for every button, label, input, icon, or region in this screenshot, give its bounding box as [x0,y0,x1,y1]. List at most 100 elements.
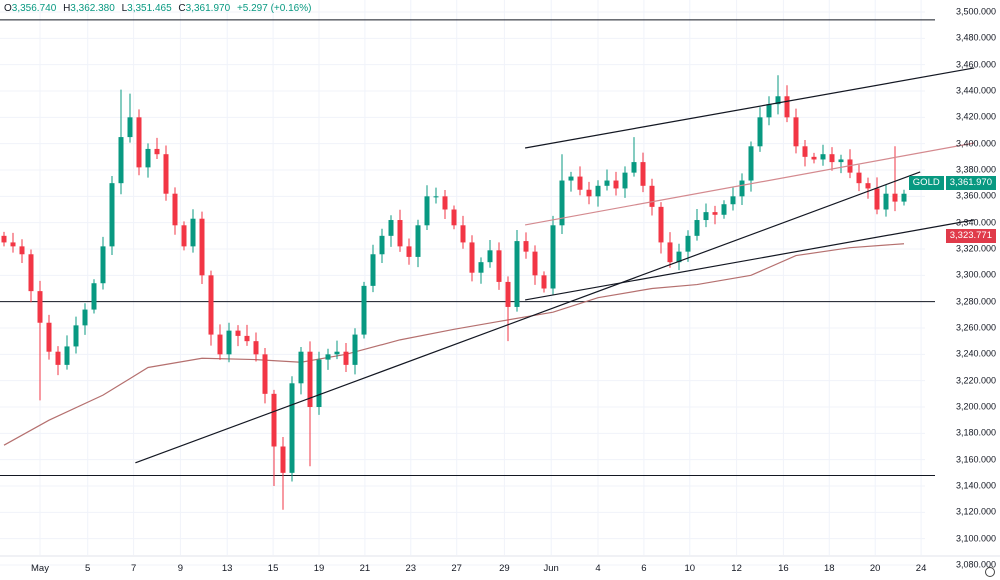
candle-body [685,235,691,252]
candle-body [568,176,574,181]
candle-body [586,189,592,197]
x-tick-label: 7 [130,563,137,574]
x-tick-label: 9 [177,563,184,574]
candle-body [514,241,520,307]
candle-body [19,246,25,255]
candle-body [307,351,313,407]
grid [0,0,1000,566]
candle-body [361,285,367,335]
candle-body [28,254,34,292]
last-price-tag: 3,361.970 [945,176,996,191]
candle-body [775,96,781,105]
candle-body [181,225,187,247]
support-trendline[interactable] [135,171,921,464]
candle-body [559,180,565,226]
trendlines[interactable] [135,67,975,464]
x-tick-label: 29 [499,563,510,574]
y-tick-label: 3,260.000 [955,322,996,333]
candle-body [496,250,502,282]
y-tick-label: 3,360.000 [955,190,996,201]
ma-line [3,243,905,446]
candle-body [325,354,331,360]
candles [1,75,907,510]
candle-body [289,383,295,473]
x-tick-label: Jun [543,563,559,574]
candle-body [550,225,556,289]
candle-body [253,341,259,355]
candle-body [10,242,16,247]
settings-icon[interactable] [985,567,995,577]
y-tick-label: 3,180.000 [955,427,996,438]
candle-body [64,346,70,365]
x-tick-label: 24 [915,563,927,574]
high-label: H [63,3,71,14]
candle-body [532,251,538,276]
low-value: 3,351.465 [127,3,172,14]
y-tick-label: 3,460.000 [955,59,996,70]
candle-body [820,154,826,160]
candle-body [235,330,241,336]
candle-body [82,309,88,326]
open-value: 3,356.740 [11,3,57,14]
y-tick-label: 3,340.000 [955,217,996,228]
y-tick-label: 3,160.000 [955,454,996,465]
candle-body [352,334,358,365]
last-price-row: GOLD 3,361.970 [908,176,996,191]
candle-body [613,180,619,189]
y-tick-label: 3,300.000 [955,269,996,280]
candle-body [199,218,205,276]
x-tick-label: 10 [684,563,696,574]
ohlc-legend: O3,356.740 H3,362.380 L3,351.465 C3,361.… [4,3,315,14]
x-tick-label: 20 [869,563,881,574]
candle-body [577,176,583,190]
candle-body [145,148,151,168]
candle-body [127,117,133,138]
candle-body [208,275,214,335]
channel-upper[interactable] [524,67,975,149]
candle-body [631,162,637,173]
y-tick-label: 3,280.000 [955,296,996,307]
x-tick-label: 4 [595,563,601,574]
ma-price-tag: 3,323.771 [945,228,996,243]
candle-body [298,351,304,384]
candle-body [406,246,412,257]
candle-body [748,146,754,181]
candle-body [703,212,709,221]
candle-body [1,235,7,243]
candle-body [892,193,898,202]
y-tick-label: 3,320.000 [955,243,996,254]
y-tick-label: 3,440.000 [955,85,996,96]
moving-average [3,243,905,446]
channel-lower[interactable] [524,219,975,301]
channel-mid[interactable] [524,142,975,226]
low-label: L [121,3,128,14]
candle-body [316,359,322,407]
candle-body [73,325,79,347]
candle-body [730,196,736,205]
candle-body [37,291,43,323]
candle-body [226,330,232,355]
candle-body [469,242,475,273]
y-tick-label: 3,400.000 [955,138,996,149]
y-tick-label: 3,100.000 [955,533,996,544]
candle-body [334,351,340,355]
candle-body [541,275,547,289]
x-tick-label: 12 [731,563,742,574]
y-tick-label: 3,080.000 [955,559,996,570]
y-tick-label: 3,420.000 [955,111,996,122]
candle-body [442,196,448,210]
y-tick-label: 3,500.000 [955,6,996,17]
candle-body [451,209,457,226]
candle-body [739,180,745,197]
candle-body [604,180,610,186]
candle-body [667,242,673,263]
x-tick-label: 21 [359,563,371,574]
candle-body [262,354,268,394]
candle-body [55,351,61,365]
candle-body [91,283,97,310]
candle-body [388,220,394,236]
candle-body [424,196,430,226]
candle-body [271,393,277,447]
x-tick-label: 13 [221,563,233,574]
